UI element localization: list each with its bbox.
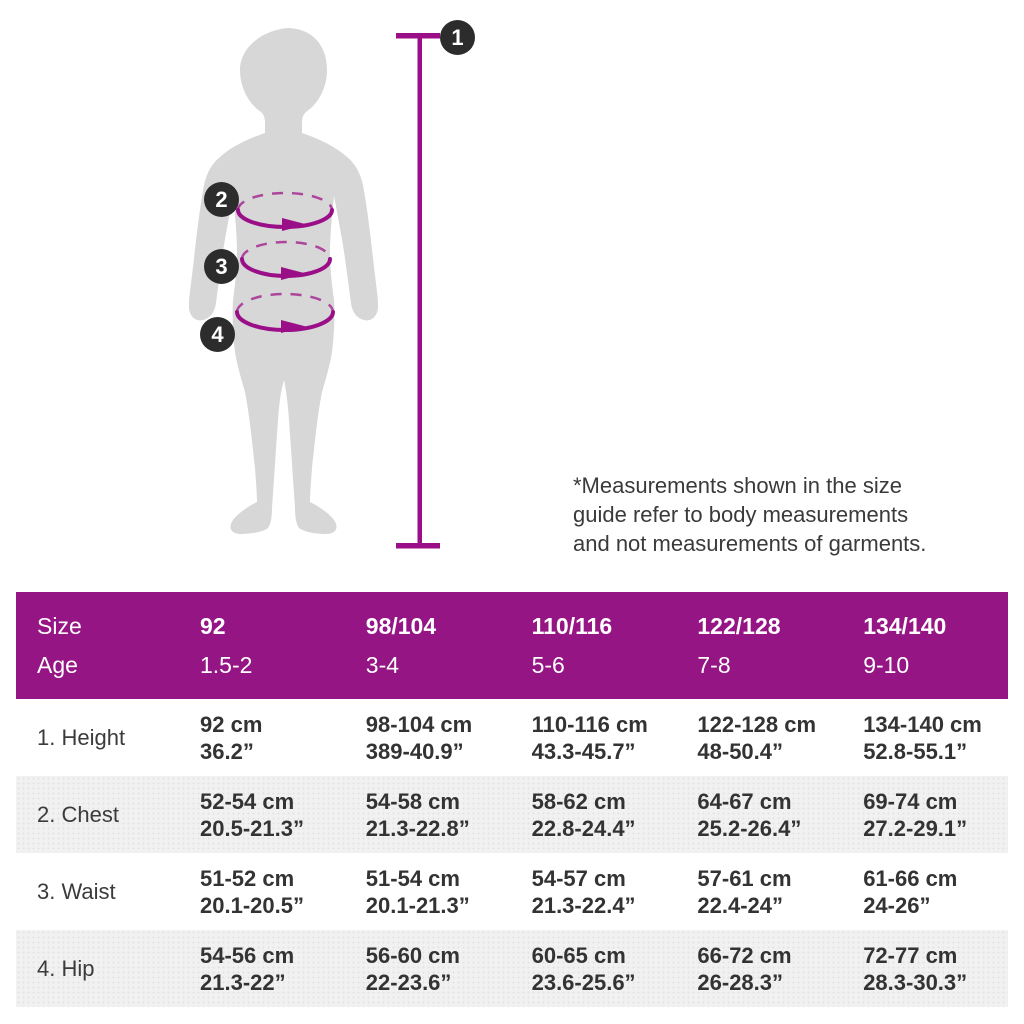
hip-cell-122-128: 66-72 cm 26-28.3”	[676, 930, 842, 1007]
measurement-note: *Measurements shown in the size guide re…	[573, 471, 953, 558]
size-col-110-116: 110/116	[531, 613, 613, 639]
age-col-4: 7-8	[697, 652, 731, 678]
chest-cell-92: 52-54 cm 20.5-21.3”	[179, 776, 345, 853]
value-in: 22.8-24.4”	[531, 815, 636, 841]
note-line: and not measurements of garments.	[573, 531, 927, 556]
table-row-chest: 2. Chest 52-54 cm 20.5-21.3” 54-58 cm 21…	[16, 776, 1008, 853]
hip-cell-92: 54-56 cm 21.3-22”	[179, 930, 345, 1007]
value-cm: 52-54 cm	[200, 788, 295, 814]
value-in: 22-23.6”	[365, 969, 452, 995]
child-silhouette-icon	[188, 28, 379, 534]
value-in: 36.2”	[200, 738, 254, 764]
waist-cell-122-128: 57-61 cm 22.4-24”	[676, 853, 842, 930]
chest-ring-icon	[236, 191, 334, 231]
value-in: 48-50.4”	[697, 738, 784, 764]
hip-cell-134-140: 72-77 cm 28.3-30.3”	[842, 930, 1008, 1007]
value-cm: 56-60 cm	[365, 942, 460, 968]
table-row-hip: 4. Hip 54-56 cm 21.3-22” 56-60 cm 22-23.…	[16, 930, 1008, 1007]
value-cm: 60-65 cm	[531, 942, 626, 968]
value-cm: 58-62 cm	[531, 788, 626, 814]
chest-cell-98-104: 54-58 cm 21.3-22.8”	[345, 776, 511, 853]
height-cell-98-104: 98-104 cm 389-40.9”	[345, 699, 511, 776]
value-cm: 92 cm	[200, 711, 263, 737]
hip-ring-icon	[235, 292, 335, 333]
value-cm: 54-56 cm	[200, 942, 295, 968]
row-label: 1. Height	[37, 724, 126, 750]
height-cell-122-128: 122-128 cm 48-50.4”	[676, 699, 842, 776]
chest-cell-110-116: 58-62 cm 22.8-24.4”	[511, 776, 677, 853]
value-cm: 51-52 cm	[200, 865, 295, 891]
measure-point-1-badge: 1	[440, 20, 475, 55]
height-measure-line-icon	[396, 33, 440, 549]
value-in: 25.2-26.4”	[697, 815, 802, 841]
size-col-122-128: 122/128	[697, 613, 781, 639]
value-in: 20.1-20.5”	[200, 892, 304, 918]
height-cell-92: 92 cm 36.2”	[179, 699, 345, 776]
row-label: 4. Hip	[37, 955, 95, 981]
size-col-92: 92	[200, 613, 226, 639]
age-col-3: 5-6	[531, 652, 565, 678]
table-row-height: 1. Height 92 cm 36.2” 98-104 cm 389-40.9…	[16, 699, 1008, 776]
waist-ring-icon	[240, 240, 332, 280]
chest-cell-134-140: 69-74 cm 27.2-29.1”	[842, 776, 1008, 853]
waist-cell-98-104: 51-54 cm 20.1-21.3”	[345, 853, 511, 930]
hip-cell-110-116: 60-65 cm 23.6-25.6”	[511, 930, 677, 1007]
measure-point-2-badge: 2	[204, 182, 239, 217]
age-col-2: 3-4	[365, 652, 400, 678]
value-in: 26-28.3”	[697, 969, 784, 995]
size-guide-figure	[188, 28, 440, 549]
age-col-5: 9-10	[863, 652, 910, 678]
height-cell-110-116: 110-116 cm 43.3-45.7”	[511, 699, 677, 776]
measure-point-3-badge: 3	[204, 249, 239, 284]
value-in: 23.6-25.6”	[531, 969, 636, 995]
row-label: 2. Chest	[37, 801, 119, 827]
value-in: 22.4-24”	[697, 892, 784, 918]
measure-point-4-badge: 4	[200, 317, 235, 352]
table-row-waist: 3. Waist 51-52 cm 20.1-20.5” 51-54 cm 20…	[16, 853, 1008, 930]
note-line: *Measurements shown in the size	[573, 473, 902, 498]
value-cm: 69-74 cm	[863, 788, 958, 814]
size-table-header: Size 92 98/104 110/116 122/128 134/140 A…	[16, 592, 1008, 699]
value-in: 21.3-22.4”	[531, 892, 636, 918]
waist-cell-110-116: 54-57 cm 21.3-22.4”	[511, 853, 677, 930]
value-cm: 57-61 cm	[697, 865, 792, 891]
size-table: Size 92 98/104 110/116 122/128 134/140 A…	[16, 592, 1008, 1007]
size-row-label: Size	[37, 613, 82, 639]
size-col-98-104: 98/104	[365, 613, 437, 639]
value-cm: 61-66 cm	[863, 865, 958, 891]
value-in: 27.2-29.1”	[863, 815, 968, 841]
age-col-1: 1.5-2	[200, 652, 253, 678]
size-col-134-140: 134/140	[863, 613, 947, 639]
age-row-label: Age	[37, 652, 78, 678]
value-cm: 122-128 cm	[697, 711, 817, 737]
value-cm: 64-67 cm	[697, 788, 792, 814]
value-in: 389-40.9”	[365, 738, 464, 764]
value-in: 24-26”	[863, 892, 931, 918]
value-cm: 66-72 cm	[697, 942, 792, 968]
waist-cell-92: 51-52 cm 20.1-20.5”	[179, 853, 345, 930]
value-in: 21.3-22.8”	[365, 815, 470, 841]
chest-cell-122-128: 64-67 cm 25.2-26.4”	[676, 776, 842, 853]
value-cm: 72-77 cm	[863, 942, 958, 968]
value-cm: 54-58 cm	[365, 788, 460, 814]
value-in: 43.3-45.7”	[531, 738, 636, 764]
value-cm: 134-140 cm	[863, 711, 982, 737]
value-cm: 98-104 cm	[365, 711, 473, 737]
value-in: 28.3-30.3”	[863, 969, 968, 995]
value-in: 21.3-22”	[200, 969, 286, 995]
value-in: 20.1-21.3”	[365, 892, 470, 918]
value-cm: 110-116 cm	[531, 711, 648, 737]
waist-cell-134-140: 61-66 cm 24-26”	[842, 853, 1008, 930]
note-line: guide refer to body measurements	[573, 502, 909, 527]
value-in: 20.5-21.3”	[200, 815, 304, 841]
value-in: 52.8-55.1”	[863, 738, 968, 764]
value-cm: 54-57 cm	[531, 865, 626, 891]
row-label: 3. Waist	[37, 878, 116, 904]
height-cell-134-140: 134-140 cm 52.8-55.1”	[842, 699, 1008, 776]
hip-cell-98-104: 56-60 cm 22-23.6”	[345, 930, 511, 1007]
value-cm: 51-54 cm	[365, 865, 460, 891]
